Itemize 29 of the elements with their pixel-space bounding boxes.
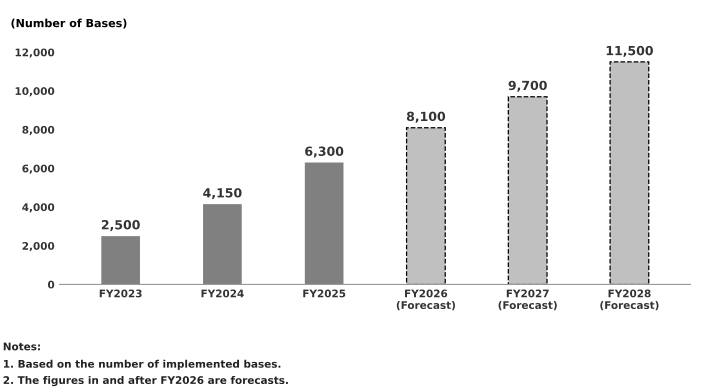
y-axis-title: (Number of Bases) [11, 18, 126, 29]
bar [609, 61, 650, 284]
bar [101, 236, 140, 284]
y-tick-label: 10,000 [16, 87, 54, 96]
y-tick-label: 12,000 [16, 48, 54, 58]
bar [203, 204, 242, 284]
y-tick-label: 4,000 [22, 203, 54, 212]
text: 2. The figures in and after FY2026 are forecasts. [4, 376, 288, 386]
x-tick-label: FY2024 [202, 289, 244, 298]
data-label: 9,700 [508, 80, 547, 92]
data-label: 8,100 [406, 112, 446, 123]
y-tick-label: 0 [48, 280, 54, 289]
x-tick-label: FY2027 (Forecast) [498, 289, 557, 310]
data-label: 11,500 [606, 46, 653, 57]
y-tick-label: 8,000 [22, 126, 54, 136]
bar [304, 162, 344, 284]
data-label: 6,300 [305, 146, 344, 158]
x-tick-label: FY2025 [303, 289, 346, 298]
text: Notes: [4, 342, 40, 350]
bar [406, 127, 446, 284]
data-label: 2,500 [102, 220, 140, 232]
y-tick-label: 6,000 [22, 164, 54, 174]
y-tick-label: 2,000 [22, 242, 54, 252]
x-tick-label: FY2028 (Forecast) [600, 289, 659, 310]
data-label: 4,150 [203, 188, 242, 200]
text: 1. Based on the number of implemented bases. [4, 360, 280, 370]
x-tick-label: FY2023 [100, 289, 142, 298]
bar [508, 96, 548, 284]
x-tick-label: FY2026 (Forecast) [396, 289, 455, 310]
